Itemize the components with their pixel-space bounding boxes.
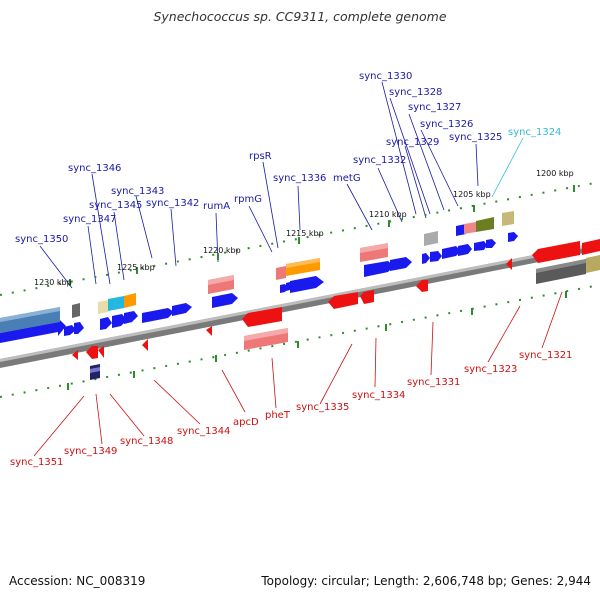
ruler-label: 1215 kbp <box>286 229 324 238</box>
gene-label: apcD <box>233 417 259 428</box>
genome-summary-text: Topology: circular; Length: 2,606,748 bp… <box>261 574 591 588</box>
reverse-strand-features <box>90 255 600 380</box>
gene-arrow-forward <box>474 241 487 251</box>
gene-label: sync_1329 <box>386 137 439 148</box>
gene-arrow-forward <box>456 224 466 236</box>
map-title: Synechococcus sp. CC9311, complete genom… <box>153 9 447 24</box>
ruler-label: 1200 kbp <box>536 169 574 178</box>
gene-arrow-forward <box>212 293 238 308</box>
gene-label: sync_1347 <box>63 214 116 225</box>
gene-label: sync_1325 <box>449 132 502 143</box>
gene-label: sync_1342 <box>146 198 199 209</box>
gene-label: sync_1331 <box>407 377 460 388</box>
gene-arrow-forward <box>442 246 461 259</box>
gene-arrow-reverse <box>142 339 148 351</box>
gene-label: sync_1328 <box>389 87 442 98</box>
ruler-label: 1225 kbp <box>117 263 155 272</box>
gene-arrow-forward <box>0 318 66 343</box>
forward-strand-genes <box>0 224 518 343</box>
gene-arrow-forward <box>100 317 112 330</box>
gene-arrow-reverse <box>98 346 104 358</box>
gene-arrow-forward <box>422 253 430 264</box>
gene-label: sync_1332 <box>353 155 406 166</box>
gene-arrow-reverse <box>582 239 600 255</box>
gene-label: sync_1335 <box>296 402 349 413</box>
reverse-gene-labels: sync_1321 sync_1323 sync_1331 sync_1334 … <box>10 350 572 468</box>
ruler-major-ticks <box>67 185 575 390</box>
gene-arrow-forward <box>364 261 394 277</box>
gene-label: sync_1348 <box>120 436 173 447</box>
gene-label: sync_1345 <box>89 200 142 211</box>
forward-strand-features <box>0 211 514 333</box>
gene-arrow-forward <box>508 232 518 242</box>
gene-arrow-forward <box>390 257 412 271</box>
ruler-label: 1210 kbp <box>369 210 407 219</box>
gene-label: sync_1351 <box>10 457 63 468</box>
accession-text: Accession: NC_008319 <box>9 574 146 588</box>
gene-arrow-forward <box>142 308 174 323</box>
gene-label: sync_1321 <box>519 350 572 361</box>
ruler-label: 1230 kbp <box>34 278 72 287</box>
ruler-labels: 1200 kbp 1205 kbp 1210 kbp 1215 kbp 1220… <box>34 169 574 287</box>
gene-label: sync_1336 <box>273 173 326 184</box>
gene-label: sync_1349 <box>64 446 117 457</box>
gene-label: sync_1344 <box>177 426 230 437</box>
gene-label: sync_1343 <box>111 186 164 197</box>
gene-arrow-forward <box>172 303 192 316</box>
gene-arrow-reverse <box>328 292 358 309</box>
gene-arrow-forward <box>112 314 127 328</box>
gene-arrow-reverse <box>86 346 98 359</box>
gene-label: sync_1327 <box>408 102 461 113</box>
gene-arrow-forward <box>290 276 324 293</box>
ruler-label: 1220 kbp <box>203 246 241 255</box>
gene-label: sync_1346 <box>68 163 121 174</box>
gene-label: sync_1326 <box>420 119 473 130</box>
ruler-label: 1205 kbp <box>453 190 491 199</box>
forward-gene-labels: sync_1330 sync_1328 sync_1327 sync_1326 … <box>15 71 561 245</box>
chromosome-backbone <box>0 242 600 368</box>
gene-arrow-reverse <box>206 326 212 336</box>
gene-label: pheT <box>265 410 291 421</box>
gene-arrow-reverse <box>532 241 580 263</box>
gene-label: sync_1334 <box>352 390 405 401</box>
gene-arrow-forward <box>64 325 76 336</box>
gene-label: sync_1323 <box>464 364 517 375</box>
reverse-strand-genes <box>72 239 600 360</box>
gene-arrow-reverse <box>506 258 512 270</box>
gene-label: sync_1350 <box>15 234 68 245</box>
gene-label: metG <box>333 173 361 184</box>
gene-arrow-reverse <box>242 307 282 327</box>
gene-arrow-forward <box>486 239 496 248</box>
gene-arrow-forward <box>74 322 84 334</box>
gene-arrow-forward <box>458 244 472 256</box>
gene-label-highlighted: sync_1324 <box>508 127 561 138</box>
gene-label: rpmG <box>234 194 262 205</box>
gene-arrow-reverse <box>360 290 374 304</box>
gene-label: rumA <box>203 201 230 212</box>
gene-arrow-reverse <box>416 280 428 292</box>
gene-arrow-forward <box>430 251 442 262</box>
gene-arrow-reverse <box>72 350 78 360</box>
label-leader-lines <box>33 81 563 457</box>
gene-arrow-forward <box>124 311 138 324</box>
gene-label: rpsR <box>249 151 272 162</box>
gene-label: sync_1330 <box>359 71 412 82</box>
